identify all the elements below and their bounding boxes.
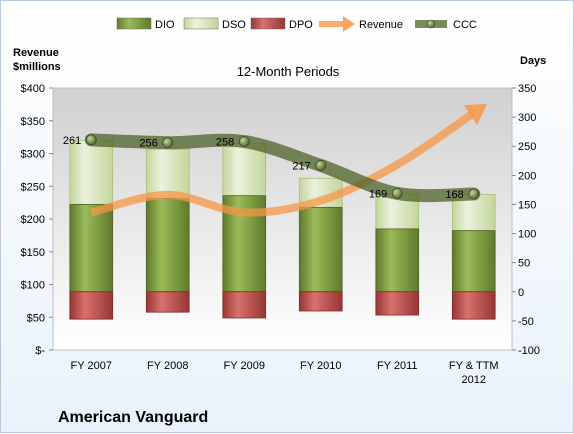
right-tick-label: 100 (518, 229, 536, 241)
dpo-bar (298, 291, 343, 312)
ccc-series: 261 256 258 217 169 168 (63, 133, 481, 203)
x-tick-label: FY 2011 (377, 360, 418, 372)
legend-label: Revenue (359, 19, 403, 31)
dio-bar (375, 228, 420, 293)
ccc-data-label: 168 (445, 189, 463, 201)
x-tick-label: 2012 (462, 374, 486, 386)
right-tick-label: -100 (518, 345, 540, 357)
dio-bar (69, 204, 114, 293)
legend-label: DIO (155, 19, 175, 31)
right-tick-label: 0 (518, 287, 524, 299)
dio-bar (298, 206, 343, 293)
left-tick-label: $300 (21, 149, 45, 161)
company-name: American Vanguard (58, 409, 208, 426)
right-axis-title: Days (520, 55, 546, 67)
ccc-point (315, 160, 327, 171)
right-tick-label: 350 (518, 83, 536, 95)
ccc-data-label: 258 (216, 137, 234, 149)
dpo-bar (451, 291, 496, 320)
revenue-line (90, 109, 476, 217)
ccc-line (84, 133, 481, 203)
legend: DIO DSO DPO Revenue CCC (116, 16, 477, 32)
ccc-data-label: 261 (63, 135, 81, 147)
dso-bar (222, 142, 267, 197)
legend-arrow-icon (343, 16, 355, 32)
legend-label: DSO (222, 19, 246, 31)
right-tick-label: 50 (518, 258, 530, 270)
right-tick-label: 250 (518, 141, 536, 153)
left-tick-label: $- (35, 345, 45, 357)
right-tick-label: 200 (518, 170, 536, 182)
left-tick-label: $350 (21, 116, 45, 128)
left-tick-label: $150 (21, 247, 45, 259)
dio-bar (451, 230, 496, 293)
left-tick-label: $200 (21, 214, 45, 226)
dio-bar (145, 198, 190, 293)
ccc-data-label: 256 (139, 138, 157, 150)
bars (69, 139, 496, 320)
legend-swatch-dpo (250, 17, 286, 30)
left-axis-title-line2: $millions (13, 61, 61, 73)
ccc-point (85, 134, 97, 146)
legend-label: CCC (453, 19, 477, 31)
right-tick-label: 150 (518, 199, 536, 211)
left-axis-title-line1: Revenue (13, 47, 59, 59)
legend-swatch-dso (183, 17, 219, 30)
x-tick-label: FY 2007 (71, 360, 112, 372)
left-axis: $400 $350 $300 $250 $200 $150 $100 $50 $- (21, 83, 53, 357)
ccc-point (391, 187, 403, 199)
right-tick-label: -50 (518, 316, 534, 328)
x-tick-label: FY & TTM (449, 360, 499, 372)
right-axis: 350 300 250 200 150 100 50 0 -50 -100 (512, 83, 540, 357)
legend-marker (426, 19, 436, 29)
x-tick-label: FY 2010 (300, 360, 341, 372)
ccc-point (238, 136, 250, 147)
plot-area (52, 87, 513, 351)
legend-label: DPO (289, 19, 313, 31)
dpo-bar (375, 291, 420, 316)
dso-bar (69, 139, 114, 205)
left-tick-label: $100 (21, 280, 45, 292)
revenue-arrowhead (463, 103, 488, 126)
chart-title: 12-Month Periods (237, 64, 340, 79)
ccc-point (468, 188, 480, 200)
ccc-data-label: 217 (292, 160, 310, 172)
ccc-data-label: 169 (369, 188, 387, 200)
dpo-bar (69, 291, 114, 320)
x-axis: FY 2007 FY 2008 FY 2009 FY 2010 FY 2011 FY & … (71, 360, 499, 386)
legend-swatch-dio (116, 17, 152, 30)
dpo-bar (145, 291, 190, 313)
x-tick-label: FY 2009 (224, 360, 265, 372)
right-tick-label: 300 (518, 112, 536, 124)
revenue-series (90, 103, 488, 217)
left-tick-label: $400 (21, 83, 45, 95)
ccc-point (162, 137, 174, 149)
dpo-bar (222, 291, 267, 319)
left-tick-label: $50 (27, 312, 45, 324)
x-tick-label: FY 2008 (147, 360, 188, 372)
left-tick-label: $250 (21, 181, 45, 193)
